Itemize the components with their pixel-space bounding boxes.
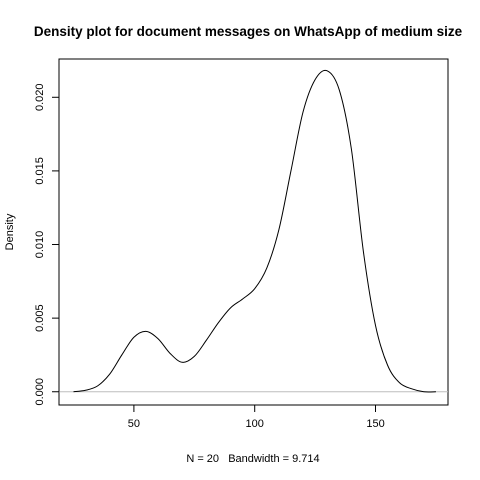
y-tick-label: 0.010	[34, 231, 46, 259]
x-tick-label: 150	[366, 418, 384, 430]
x-axis-label: N = 20 Bandwidth = 9.714	[186, 453, 319, 465]
y-tick-label: 0.000	[34, 378, 46, 406]
y-tick-label: 0.015	[34, 157, 46, 185]
plot-frame	[58, 58, 449, 406]
x-tick-label: 100	[246, 418, 264, 430]
y-tick-label: 0.020	[34, 84, 46, 112]
y-tick-label: 0.005	[34, 304, 46, 332]
y-axis: 0.000 0.005 0.010 0.015 0.020	[34, 84, 60, 406]
x-tick-label: 50	[128, 418, 140, 430]
y-axis-label: Density	[4, 213, 16, 250]
chart-title: Density plot for document messages on Wh…	[34, 24, 463, 39]
density-curve-0	[73, 69, 436, 393]
x-axis: 50 100 150	[128, 404, 385, 430]
